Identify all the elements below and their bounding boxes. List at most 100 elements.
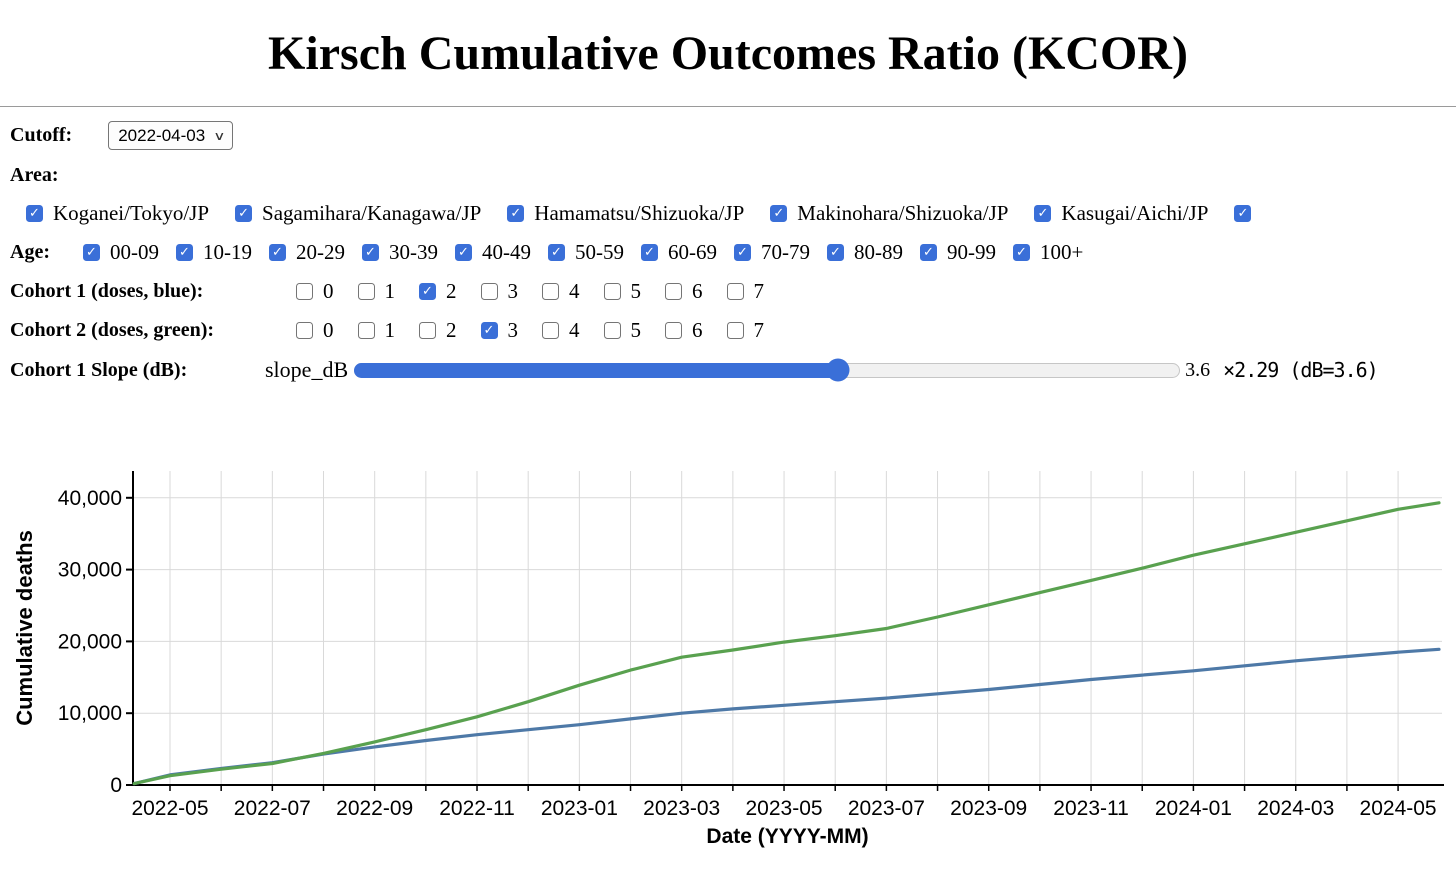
slope-readout: ×2.29 (dB=3.6) <box>1223 358 1379 382</box>
cohort2-dose-checkbox[interactable] <box>357 322 375 339</box>
age-checkbox[interactable] <box>1012 244 1030 261</box>
slope-row: Cohort 1 Slope (dB): slope_dB 3.6 ×2.29 … <box>10 357 1456 383</box>
age-checkbox-group: 00-09 10-19 20-29 30-39 40-49 50-59 60-69 70-79… <box>82 240 1083 265</box>
age-checkbox-label: 20-29 <box>295 240 345 264</box>
x-axis-title: Date (YYYY-MM) <box>706 825 868 848</box>
age-checkbox[interactable] <box>361 244 379 261</box>
svg-text:2023-07: 2023-07 <box>848 797 925 820</box>
cohort1-dose-checkbox[interactable] <box>603 283 621 300</box>
area-checkbox-label: Makinohara/Shizuoka/JP <box>797 201 1009 225</box>
area-checkbox[interactable] <box>507 205 525 222</box>
cohort2-dose-checkbox[interactable] <box>665 322 682 339</box>
cohort1-dose-checkbox-label: 7 <box>753 279 765 303</box>
cohort2-label: Cohort 2 (doses, green): <box>10 319 215 341</box>
age-checkbox-item: 60-69 <box>640 240 717 265</box>
svg-text:30,000: 30,000 <box>58 559 122 582</box>
age-checkbox[interactable] <box>268 244 286 261</box>
area-label-row: Area: <box>10 164 1456 187</box>
age-checkbox[interactable] <box>547 244 565 261</box>
svg-text:2022-09: 2022-09 <box>336 797 413 820</box>
cohort1-dose-checkbox-label: 3 <box>507 279 519 303</box>
svg-text:2023-01: 2023-01 <box>541 797 618 820</box>
age-checkbox-label: 90-99 <box>946 240 996 264</box>
svg-text:2024-01: 2024-01 <box>1155 797 1232 820</box>
age-checkbox-label: 60-69 <box>667 240 717 264</box>
cohort1-dose-checkbox-label: 6 <box>692 279 703 303</box>
age-checkbox[interactable] <box>175 244 193 261</box>
slope-slider-thumb[interactable] <box>826 358 850 382</box>
cohort1-dose-checkbox-label: 4 <box>569 279 580 303</box>
age-checkbox[interactable] <box>640 244 658 261</box>
age-checkbox-item: 40-49 <box>454 240 531 265</box>
area-checkbox[interactable] <box>770 205 788 222</box>
svg-text:2023-05: 2023-05 <box>746 797 823 820</box>
y-axis-title: Cumulative deaths <box>12 530 37 726</box>
age-label: Age: <box>10 241 50 263</box>
cohort1-dose-checkbox[interactable] <box>480 283 498 300</box>
age-checkbox[interactable] <box>919 244 937 261</box>
cohort1-dose-checkbox[interactable] <box>726 283 744 300</box>
cohort2-dose-checkbox-label: 7 <box>753 318 765 342</box>
slope-slider-track[interactable] <box>354 358 1181 382</box>
cohort1-dose-checkbox[interactable] <box>357 283 375 300</box>
cohort2-dose-checkbox[interactable] <box>296 322 313 339</box>
cohort2-dose-checkbox-label: 6 <box>692 318 703 342</box>
cohort1-dose-checkbox-item: 7 <box>726 279 765 304</box>
cohort2-dose-checkbox-item: 6 <box>665 318 703 343</box>
svg-text:2022-11: 2022-11 <box>439 797 515 820</box>
cohort1-dose-checkbox[interactable] <box>296 283 313 300</box>
cohort2-dose-checkbox[interactable] <box>419 322 436 339</box>
area-checkbox[interactable] <box>26 205 43 222</box>
cohort1-dose-checkbox-label: 2 <box>446 279 457 303</box>
age-checkbox[interactable] <box>454 244 472 261</box>
cohort1-dose-checkbox-item: 5 <box>603 279 641 304</box>
area-checkbox-item: Sagamihara/Kanagawa/JP <box>235 201 481 226</box>
slope-value: 3.6 <box>1185 358 1211 381</box>
cohort1-dose-checkbox-item: 1 <box>357 279 395 304</box>
slope-label: Cohort 1 Slope (dB): <box>10 358 188 381</box>
cohort2-dose-group: 0 1 2 3 4 5 6 7 <box>296 318 764 343</box>
age-checkbox-label: 40-49 <box>481 240 531 264</box>
age-checkbox[interactable] <box>826 244 844 261</box>
age-checkbox-label: 50-59 <box>574 240 624 264</box>
slope-slider-fill <box>354 362 837 378</box>
cohort1-dose-checkbox[interactable] <box>419 283 436 300</box>
area-checkbox[interactable] <box>1234 205 1252 222</box>
cohort2-dose-checkbox-label: 0 <box>323 318 334 342</box>
cohort1-dose-checkbox-label: 0 <box>323 279 334 303</box>
cohort1-dose-checkbox-item: 0 <box>296 279 334 304</box>
cohort2-dose-checkbox-item: 2 <box>419 318 457 343</box>
area-label: Area: <box>10 164 59 186</box>
cohort1-row: Cohort 1 (doses, blue): 0 1 2 3 4 5 6 7 <box>10 279 1456 304</box>
age-checkbox-item: 100+ <box>1012 240 1083 265</box>
cohort2-dose-checkbox[interactable] <box>480 322 498 339</box>
age-checkbox-item: 30-39 <box>361 240 438 265</box>
cohort1-dose-group: 0 1 2 3 4 5 6 7 <box>296 279 764 304</box>
cohort2-dose-checkbox-item: 1 <box>357 318 396 343</box>
age-checkbox-label: 00-09 <box>109 240 159 264</box>
cohort2-dose-checkbox[interactable] <box>603 322 621 339</box>
cohort1-dose-checkbox[interactable] <box>665 283 682 300</box>
svg-text:2023-11: 2023-11 <box>1053 797 1129 820</box>
age-checkbox-item: 10-19 <box>175 240 252 265</box>
svg-text:2023-03: 2023-03 <box>643 797 720 820</box>
cohort1-dose-checkbox-item: 4 <box>542 279 580 304</box>
area-checkbox-label: Koganei/Tokyo/JP <box>53 201 210 225</box>
area-checkbox[interactable] <box>1034 205 1052 222</box>
area-checkbox[interactable] <box>235 205 253 222</box>
age-checkbox-item: 90-99 <box>919 240 996 265</box>
age-checkbox-item: 20-29 <box>268 240 345 265</box>
svg-text:20,000: 20,000 <box>58 630 122 653</box>
age-checkbox[interactable] <box>733 244 751 261</box>
svg-text:2022-05: 2022-05 <box>131 797 208 820</box>
cohort2-dose-checkbox[interactable] <box>726 322 744 339</box>
cutoff-select[interactable]: 2022-04-03 ∨ <box>108 121 233 150</box>
cohort2-dose-checkbox-label: 1 <box>384 318 396 342</box>
area-checkbox-group: Koganei/Tokyo/JP Sagamihara/Kanagawa/JP Ha… <box>26 201 1252 226</box>
cohort2-dose-checkbox-label: 2 <box>446 318 457 342</box>
area-checkbox-item: Koganei/Tokyo/JP <box>26 201 209 226</box>
cohort2-dose-checkbox[interactable] <box>542 322 559 339</box>
cohort1-dose-checkbox[interactable] <box>542 283 559 300</box>
age-checkbox[interactable] <box>82 244 100 261</box>
svg-text:2024-03: 2024-03 <box>1257 797 1334 820</box>
